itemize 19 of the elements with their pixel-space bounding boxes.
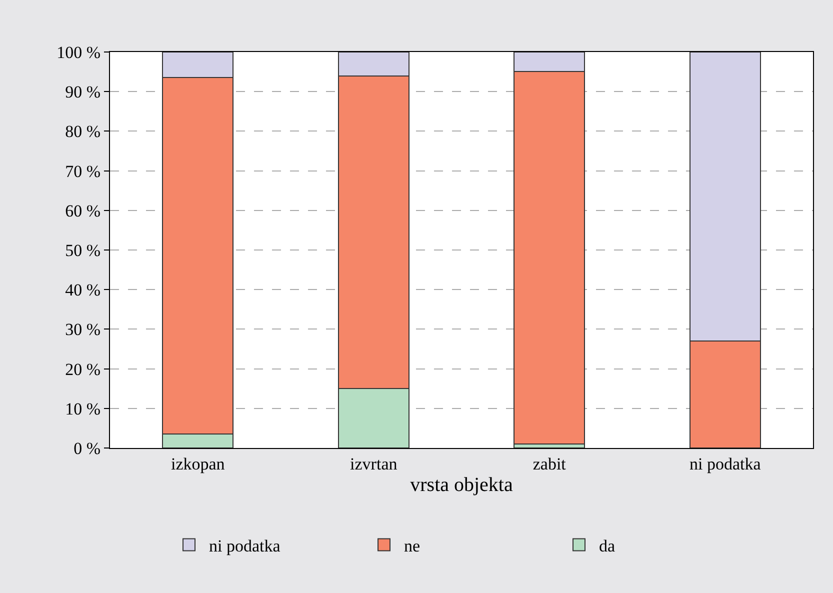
y-tick-label: 30 % xyxy=(65,320,101,340)
y-tick-label: 50 % xyxy=(65,240,101,260)
legend-label: da xyxy=(599,536,616,556)
y-tick-label: 10 % xyxy=(65,399,101,418)
y-tick-label: 80 % xyxy=(65,122,101,142)
y-tick-label: 40 % xyxy=(65,280,101,300)
y-tick-label: 70 % xyxy=(65,162,101,181)
legend-label: ni podatka xyxy=(209,536,281,556)
x-axis-title: vrsta objekta xyxy=(410,474,513,496)
y-tick-label: 0 % xyxy=(74,438,101,458)
x-tick-label: zabit xyxy=(532,454,566,474)
x-tick-label: izkopan xyxy=(170,454,226,474)
x-tick-label: ni podatka xyxy=(689,454,762,474)
legend-label: ne xyxy=(404,536,420,556)
y-tick-label: 100 % xyxy=(56,42,101,62)
y-tick-label: 90 % xyxy=(65,82,101,102)
y-tick-label: 60 % xyxy=(65,201,101,220)
y-tick-label: 20 % xyxy=(65,360,101,379)
x-tick-label: izvrtan xyxy=(350,454,398,474)
